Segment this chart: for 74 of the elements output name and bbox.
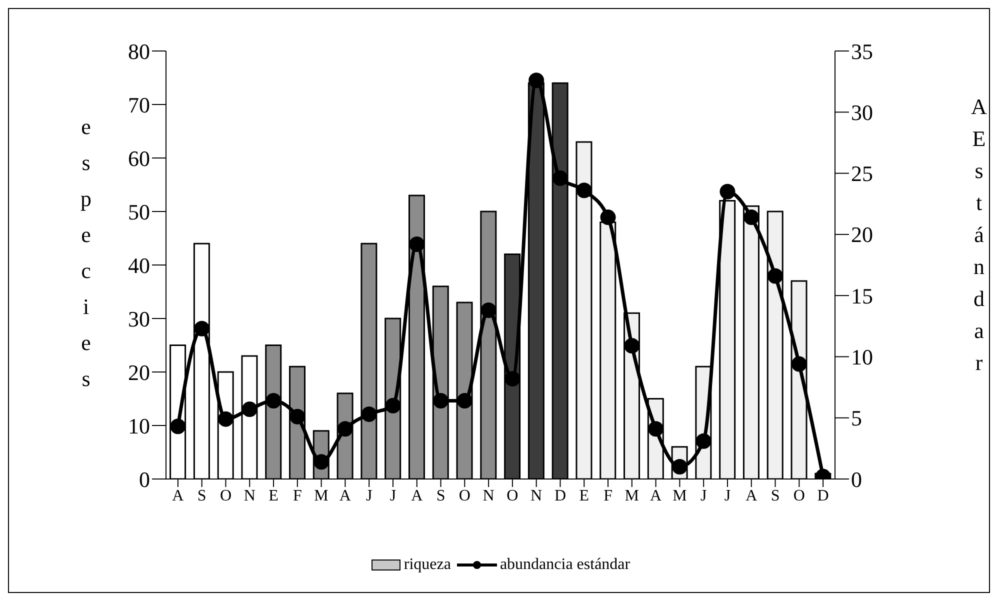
point bbox=[791, 356, 807, 372]
x-tick-label: E bbox=[268, 487, 278, 504]
y-tick-label: 70 bbox=[128, 92, 150, 118]
x-tick-label: M bbox=[672, 487, 687, 504]
y2-tick-label: 5 bbox=[851, 406, 862, 431]
y2-tick-label: 25 bbox=[851, 161, 873, 186]
x-tick-label: A bbox=[650, 487, 662, 504]
y2-tick-label: 30 bbox=[851, 100, 873, 125]
x-tick-label: J bbox=[724, 487, 731, 504]
point bbox=[552, 170, 568, 186]
y-tick-label: 30 bbox=[128, 306, 150, 332]
point bbox=[170, 418, 186, 434]
x-tick-label: N bbox=[482, 487, 495, 504]
x-tick-label: J bbox=[700, 487, 707, 504]
x-tick-label: M bbox=[624, 487, 640, 504]
y2-tick-label: 0 bbox=[851, 466, 862, 492]
point bbox=[194, 320, 210, 336]
x-tick-label: E bbox=[579, 487, 590, 504]
x-tick-label: N bbox=[530, 487, 543, 504]
point bbox=[480, 302, 496, 318]
y2-tick-label: 10 bbox=[851, 344, 873, 370]
x-tick-label: S bbox=[197, 487, 206, 504]
x-tick-label: D bbox=[817, 487, 829, 504]
point bbox=[504, 370, 520, 386]
point bbox=[696, 433, 712, 449]
y2-tick-label: 35 bbox=[851, 38, 873, 64]
point bbox=[648, 421, 664, 437]
y-tick-label: 10 bbox=[128, 413, 150, 438]
point bbox=[361, 406, 377, 422]
x-tick-label: D bbox=[554, 487, 566, 504]
x-tick-label: O bbox=[220, 487, 232, 504]
y-tick-label: 50 bbox=[128, 199, 150, 224]
point bbox=[768, 268, 784, 284]
y2-tick-label: 20 bbox=[851, 222, 873, 248]
y2-tick-label: 15 bbox=[851, 283, 873, 308]
point bbox=[433, 392, 449, 408]
x-tick-label: J bbox=[390, 487, 396, 504]
x-tick-label: A bbox=[172, 487, 184, 504]
point bbox=[624, 338, 640, 354]
y-tick-label: 40 bbox=[128, 252, 150, 278]
x-tick-label: F bbox=[292, 487, 302, 504]
point bbox=[600, 210, 616, 226]
text: AEstándar bbox=[971, 94, 987, 375]
x-tick-label: S bbox=[436, 487, 446, 504]
point bbox=[337, 421, 353, 437]
x-tick-label: A bbox=[746, 487, 758, 504]
y-tick-label: 20 bbox=[128, 360, 150, 385]
x-tick-label: M bbox=[314, 487, 328, 504]
y-axis-title: especies bbox=[80, 113, 92, 393]
point bbox=[409, 236, 425, 252]
point bbox=[456, 392, 472, 408]
y-tick-label: 60 bbox=[128, 146, 150, 171]
x-tick-label: S bbox=[770, 487, 780, 504]
y-tick-label: 80 bbox=[128, 38, 150, 64]
point bbox=[720, 184, 736, 200]
point bbox=[266, 392, 282, 408]
point bbox=[385, 398, 401, 414]
x-tick-label: F bbox=[604, 487, 613, 504]
point bbox=[576, 182, 592, 198]
legend-label: riqueza bbox=[404, 556, 451, 574]
x-tick-label: A bbox=[411, 487, 424, 504]
x-tick-label: N bbox=[244, 487, 256, 504]
point bbox=[242, 402, 258, 418]
x-tick-label: O bbox=[793, 487, 805, 504]
x-tick-label: J bbox=[366, 487, 372, 504]
point bbox=[744, 210, 760, 226]
legend-label: abundancia estándar bbox=[500, 556, 630, 574]
point bbox=[290, 408, 306, 424]
point bbox=[528, 72, 544, 88]
x-tick-label: A bbox=[339, 487, 352, 504]
x-tick-label: O bbox=[458, 487, 470, 504]
x-tick-label: O bbox=[506, 487, 518, 504]
point bbox=[218, 411, 234, 427]
y-tick-label: 0 bbox=[139, 466, 150, 492]
